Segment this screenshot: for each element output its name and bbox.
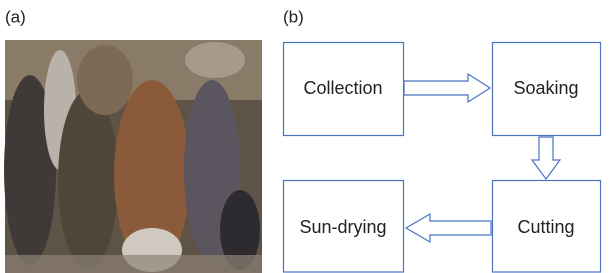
panel-label: (a) [5,7,26,26]
node-label: Soaking [513,78,578,98]
node-label: Sun-drying [299,217,386,237]
node-label: Cutting [517,217,574,237]
panel-label: (b) [283,7,304,26]
arrow [406,214,491,242]
node-label: Collection [303,78,382,98]
figure: (a) (b) Collection Soaking Cutting Sun-d… [0,0,614,273]
page: {"panels": {"a": {"label": "(a)"}, "b": … [0,0,614,273]
arrow [532,137,560,179]
photo [4,40,262,273]
arrow [404,74,490,102]
